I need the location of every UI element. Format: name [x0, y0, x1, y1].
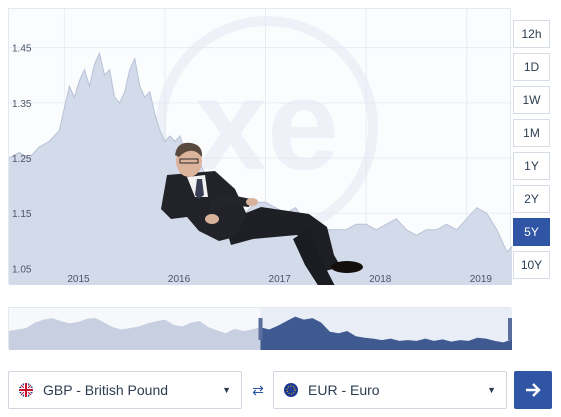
range-button-10y[interactable]: 10Y: [513, 251, 550, 279]
figure-hair: [175, 142, 203, 157]
x-tick-label: 2019: [470, 274, 493, 285]
figure-hand-lower: [205, 214, 219, 224]
figure-shoe-right: [331, 261, 363, 273]
uk-flag-icon: [19, 383, 33, 397]
figure-legs: [224, 207, 341, 272]
x-tick-label: 2017: [269, 274, 292, 285]
y-axis-ticks: 1.45 1.35 1.25 1.15 1.05: [12, 44, 32, 276]
y-tick-label: 1.35: [12, 99, 32, 110]
x-tick-label: 2015: [67, 274, 90, 285]
from-currency-label: GBP - British Pound: [43, 382, 169, 398]
range-button-12h[interactable]: 12h: [513, 20, 550, 48]
time-range-buttons: 12h 1D 1W 1M 1Y 2Y 5Y 10Y: [513, 20, 550, 279]
range-button-1y[interactable]: 1Y: [513, 152, 550, 180]
y-tick-label: 1.15: [12, 209, 32, 220]
figure-tie: [195, 179, 204, 199]
watermark-text: xe: [195, 51, 340, 197]
chevron-down-icon: ▼: [487, 385, 496, 395]
chart-area[interactable]: xe 1.45 1.35 1.25 1.15 1.05 2015 2016 2017 2018…: [8, 8, 512, 285]
y-tick-label: 1.05: [12, 264, 32, 275]
convert-button[interactable]: [514, 371, 552, 409]
exchange-rate-chart[interactable]: xe 1.45 1.35 1.25 1.15 1.05 2015 2016 2017 2018…: [9, 9, 512, 285]
navigator-drag-handle[interactable]: [258, 318, 263, 340]
y-tick-label: 1.45: [12, 44, 32, 55]
range-button-1m[interactable]: 1M: [513, 119, 550, 147]
figure-torso: [161, 171, 247, 241]
figure-lower-leg-left: [293, 229, 335, 285]
navigator-selected-area: [260, 316, 512, 350]
range-button-1w[interactable]: 1W: [513, 86, 550, 114]
range-navigator[interactable]: [8, 307, 512, 350]
y-tick-label: 1.25: [12, 154, 32, 165]
eu-flag-icon: [284, 383, 298, 397]
to-currency-select[interactable]: EUR - Euro ▼: [273, 371, 507, 409]
range-button-2y[interactable]: 2Y: [513, 185, 550, 213]
figure-glasses: [179, 158, 199, 164]
to-currency-label: EUR - Euro: [308, 382, 380, 398]
range-button-1d[interactable]: 1D: [513, 53, 550, 81]
swap-arrows-icon[interactable]: ⇄: [252, 381, 264, 398]
figure-arm: [209, 195, 251, 211]
reclining-man-figure: [161, 142, 363, 285]
chevron-down-icon: ▼: [222, 385, 231, 395]
x-tick-label: 2018: [369, 274, 392, 285]
right-arrow-icon: [526, 383, 541, 397]
navigator-chart[interactable]: [9, 308, 512, 350]
navigator-drag-handle[interactable]: [508, 318, 512, 340]
navigator-series: [9, 308, 512, 350]
figure-hand: [246, 198, 258, 206]
x-axis-ticks: 2015 2016 2017 2018 2019: [67, 274, 492, 285]
area-series-fill: [9, 53, 512, 285]
range-button-5y[interactable]: 5Y: [513, 218, 550, 246]
from-currency-select[interactable]: GBP - British Pound ▼: [8, 371, 242, 409]
x-tick-label: 2016: [168, 274, 191, 285]
